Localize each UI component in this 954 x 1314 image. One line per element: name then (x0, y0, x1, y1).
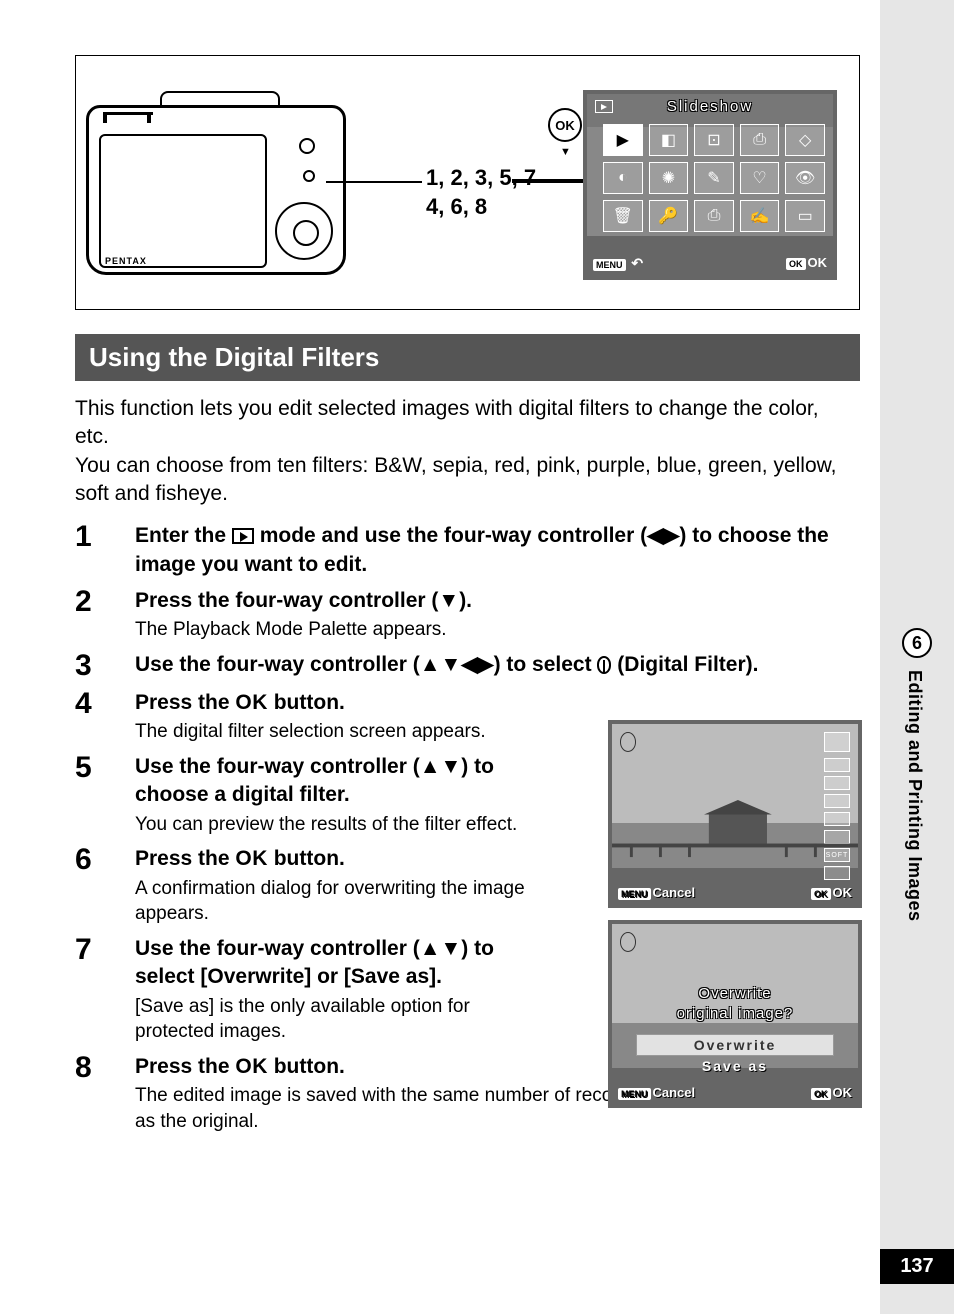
digital-filter-icon (620, 932, 636, 952)
step-number: 4 (75, 689, 135, 745)
overwrite-options: Overwrite Save as (636, 1034, 834, 1074)
overwrite-prompt: Overwriteoriginal image? (612, 984, 858, 1025)
camera-brand: PENTAX (105, 256, 147, 266)
intro-line: This function lets you edit selected ima… (75, 397, 819, 448)
ok-label: OK (808, 255, 828, 270)
leader-line (326, 181, 422, 183)
step-number: 1 (75, 522, 135, 579)
palette-icon: ⎙ (694, 200, 734, 232)
lcd-palette-screenshot: Slideshow ▶ ◧ ⊡ ⎙ ◇ ◐ ✺ ✎ ♡ 👁 🗑 🔑 ⎙ ✍ ▭ … (583, 90, 837, 280)
palette-icon: ✎ (694, 162, 734, 194)
shot-footer: MENUCancel OKOK (618, 885, 852, 900)
step-subtext: [Save as] is the only available option f… (135, 994, 535, 1045)
palette-icon: ♡ (740, 162, 780, 194)
palette-icon: ▭ (785, 200, 825, 232)
palette-icon: ▶ (603, 124, 643, 156)
step-title: Press the OK button. (135, 845, 535, 873)
palette-icon: ◐ (603, 162, 643, 194)
camera-drawing: PENTAX (86, 91, 386, 281)
lcd-title: Slideshow (587, 98, 833, 115)
palette-icon: ⊡ (694, 124, 734, 156)
palette-icon: ✺ (649, 162, 689, 194)
palette-icon: ✍ (740, 200, 780, 232)
palette-icon: ◇ (785, 124, 825, 156)
side-tab: 6 Editing and Printing Images (880, 0, 954, 1314)
pier-image (612, 794, 858, 864)
cancel-label: Cancel (653, 885, 696, 900)
menu-pill: MENU (618, 1088, 651, 1100)
step-title: Press the four-way controller (▼). (135, 587, 860, 615)
ok-pill: OK (811, 888, 831, 900)
ok-pill: OK (811, 1088, 831, 1100)
page-number: 137 (880, 1249, 954, 1284)
chapter-number-badge: 6 (902, 628, 932, 658)
lcd-footer: MENU OKOK (593, 255, 827, 272)
leader-label-2: 4, 6, 8 (426, 193, 536, 222)
lcd-icon-grid: ▶ ◧ ⊡ ⎙ ◇ ◐ ✺ ✎ ♡ 👁 🗑 🔑 ⎙ ✍ ▭ (603, 124, 825, 232)
section-heading: Using the Digital Filters (75, 334, 860, 381)
palette-icon: ◧ (649, 124, 689, 156)
thumbnail-icon (824, 732, 850, 752)
step-number: 8 (75, 1053, 135, 1135)
step-subtext: The digital filter selection screen appe… (135, 719, 535, 745)
step-title: Use the four-way controller (▲▼◀▶) to se… (135, 651, 860, 679)
overwrite-dialog-screenshot: Overwriteoriginal image? Overwrite Save … (608, 920, 862, 1108)
illustration-box: PENTAX 1, 2, 3, 5, 7 4, 6, 8 OK ▼ Slides… (75, 55, 860, 310)
leader-labels: 1, 2, 3, 5, 7 4, 6, 8 (426, 164, 536, 221)
ok-label: OK (833, 885, 853, 900)
saveas-option: Save as (636, 1056, 834, 1074)
intro-line: You can choose from ten filters: B&W, se… (75, 454, 836, 505)
digital-filter-icon (620, 732, 636, 752)
chapter-title-vertical: Editing and Printing Images (904, 670, 925, 922)
cancel-label: Cancel (653, 1085, 696, 1100)
playback-mode-icon (232, 528, 254, 544)
palette-icon: 👁 (785, 162, 825, 194)
step-title: Use the four-way controller (▲▼) to choo… (135, 753, 535, 810)
step-number: 2 (75, 587, 135, 643)
step-subtext: The Playback Mode Palette appears. (135, 617, 860, 643)
step: 3 Use the four-way controller (▲▼◀▶) to … (75, 651, 860, 681)
step-number: 3 (75, 651, 135, 681)
step-title: Enter the mode and use the four-way cont… (135, 522, 860, 579)
overwrite-option: Overwrite (636, 1034, 834, 1056)
step-title: Press the OK button. (135, 689, 535, 717)
palette-icon: ⎙ (740, 124, 780, 156)
step-number: 6 (75, 845, 135, 927)
step: 2 Press the four-way controller (▼). The… (75, 587, 860, 643)
page-content: PENTAX 1, 2, 3, 5, 7 4, 6, 8 OK ▼ Slides… (0, 0, 880, 1314)
ok-button-icon: OK (548, 108, 582, 142)
step: 1 Enter the mode and use the four-way co… (75, 522, 860, 579)
step-number: 7 (75, 935, 135, 1045)
shot-footer: MENUCancel OKOK (618, 1085, 852, 1100)
step-subtext: You can preview the results of the filte… (135, 812, 535, 838)
digital-filter-icon (597, 656, 611, 674)
menu-pill: MENU (618, 888, 651, 900)
step-subtext: A confirmation dialog for overwriting th… (135, 876, 535, 927)
palette-icon: 🔑 (649, 200, 689, 232)
menu-pill: MENU (593, 259, 626, 271)
filter-preview-screenshot: SOFT MENUCancel OKOK (608, 720, 862, 908)
ok-pill: OK (786, 258, 806, 270)
intro-text: This function lets you edit selected ima… (75, 395, 855, 508)
palette-icon: 🗑 (603, 200, 643, 232)
ok-label: OK (833, 1085, 853, 1100)
step-number: 5 (75, 753, 135, 837)
step-title: Use the four-way controller (▲▼) to sele… (135, 935, 535, 992)
down-triangle-icon: ▼ (560, 146, 571, 158)
